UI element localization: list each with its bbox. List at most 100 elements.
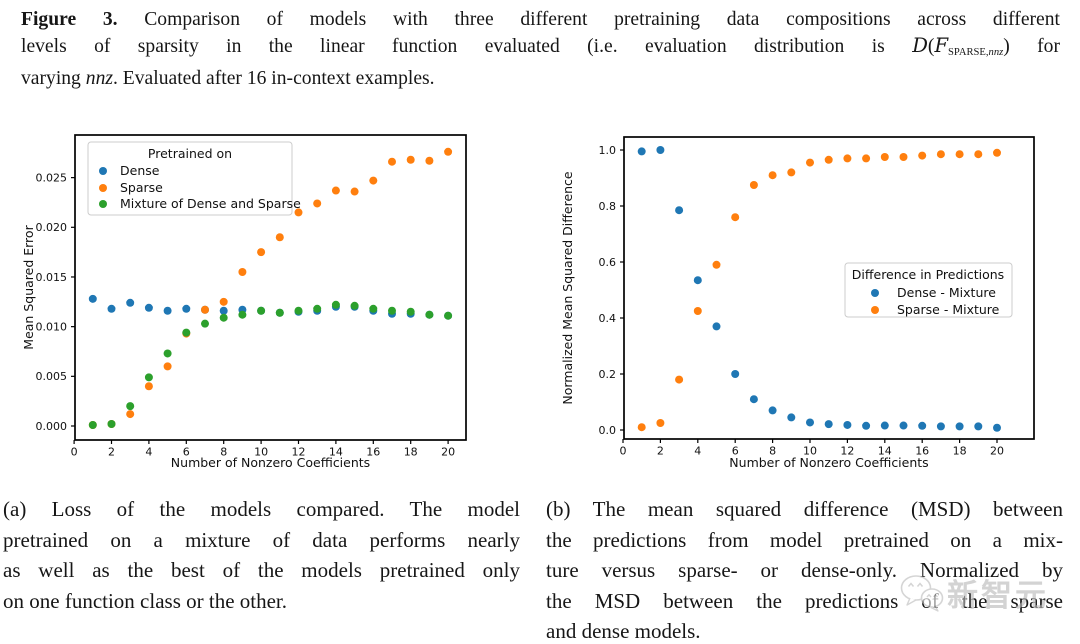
data-point [693, 307, 702, 315]
x-tick-label: 4 [694, 445, 701, 458]
data-point [712, 322, 721, 331]
y-tick-label: 0.8 [599, 200, 617, 213]
subfigure-a-plot: 0 2 4 6 8 10 12 14 16 18 20 0.000 0.005 0.010 0.015 0.0… [21, 126, 534, 485]
x-tick-label: 4 [145, 446, 152, 459]
legend-entry: Mixture of Dense and Sparse [120, 196, 301, 211]
data-point [787, 168, 796, 177]
data-point [787, 413, 796, 422]
data-point [275, 233, 284, 242]
x-tick-label: 8 [769, 445, 776, 458]
data-point [144, 373, 153, 382]
data-point [257, 248, 266, 257]
data-point [731, 213, 740, 222]
data-point [806, 158, 814, 167]
data-point [238, 268, 247, 277]
data-point [425, 156, 434, 165]
data-point [899, 421, 908, 430]
plot-frame [74, 134, 467, 441]
data-point [331, 186, 340, 195]
x-tick-label: 16 [915, 445, 929, 458]
y-tick-label: 0.6 [599, 256, 617, 269]
legend-title: Difference in Predictions [852, 267, 1004, 282]
legend-marker [871, 306, 879, 314]
data-point [656, 146, 665, 154]
data-point [955, 422, 964, 431]
subcaption-a-line: as well as the best of the models pretra… [3, 558, 520, 582]
data-point [918, 151, 927, 160]
data-point [257, 306, 266, 315]
x-tick-label: 18 [404, 446, 418, 459]
data-point [163, 362, 172, 371]
legend-box [844, 262, 1013, 318]
math-script-D: D [912, 34, 928, 57]
legend-entry: Sparse [120, 180, 163, 195]
data-point [182, 328, 191, 337]
data-point [880, 421, 889, 430]
data-point [369, 304, 378, 313]
data-point [388, 306, 396, 315]
data-point [843, 154, 852, 163]
math-script-F: F [934, 34, 949, 57]
y-tick-label: 0.020 [36, 221, 68, 234]
data-point [880, 153, 889, 161]
data-point [201, 319, 209, 328]
legend-marker [99, 184, 107, 192]
data-point [350, 301, 359, 310]
data-point [313, 304, 322, 313]
x-tick-label: 2 [657, 445, 664, 458]
figure-caption-text-4: varying [21, 67, 86, 89]
data-point [749, 181, 758, 189]
data-point [899, 153, 908, 161]
legend-title: Pretrained on [148, 146, 232, 161]
data-point [107, 304, 116, 313]
data-point [936, 422, 945, 431]
x-tick-label: 0 [620, 445, 627, 458]
figure-caption: Figure 3. Comparison of models with thre… [21, 7, 1060, 92]
data-point [824, 420, 833, 429]
figure-caption-line-1: Figure 3. Comparison of models with thre… [21, 7, 1060, 33]
data-point [824, 155, 833, 164]
data-point [294, 208, 303, 217]
data-point [350, 187, 359, 196]
data-point [144, 303, 153, 312]
data-point [712, 260, 721, 269]
x-tick-label: 0 [71, 446, 78, 459]
legend-entry: Sparse - Mixture [897, 302, 1000, 317]
data-point [126, 410, 135, 419]
y-tick-label: 0.025 [36, 171, 68, 184]
data-point [675, 375, 684, 384]
data-point [637, 423, 646, 432]
data-point [918, 421, 927, 430]
data-point [843, 420, 852, 429]
data-point [936, 150, 945, 159]
x-tick-label: 6 [732, 445, 739, 458]
data-point [369, 176, 378, 185]
y-tick-label: 0.2 [599, 368, 617, 381]
x-tick-label: 10 [803, 445, 817, 458]
subcaption-b-line: ture versus sparse- or dense-only. Norma… [546, 558, 1063, 582]
data-point [768, 406, 777, 415]
figure-caption-line-3: varying nnz. Evaluated after 16 in-conte… [21, 66, 1060, 92]
y-axis-label: Mean Squared Error [22, 224, 36, 349]
data-point [444, 147, 453, 156]
x-tick-label: 14 [878, 445, 892, 458]
y-tick-label: 1.0 [599, 144, 617, 157]
data-point [219, 306, 228, 315]
data-point [955, 150, 964, 159]
x-tick-label: 6 [183, 446, 190, 459]
data-point [219, 313, 228, 322]
y-axis-label: Normalized Mean Squared Difference [560, 171, 575, 405]
x-tick-label: 12 [840, 445, 854, 458]
data-point [182, 304, 191, 313]
data-point [862, 421, 871, 430]
subcaption-a-line: on one function class or the other. [3, 588, 288, 613]
data-point [107, 420, 116, 429]
math-open-paren: ( [927, 36, 935, 57]
x-tick-label: 18 [953, 445, 967, 458]
data-point [406, 155, 415, 164]
legend-box [87, 141, 293, 216]
data-point [974, 150, 983, 159]
data-point [993, 423, 1001, 432]
data-point [993, 148, 1001, 157]
